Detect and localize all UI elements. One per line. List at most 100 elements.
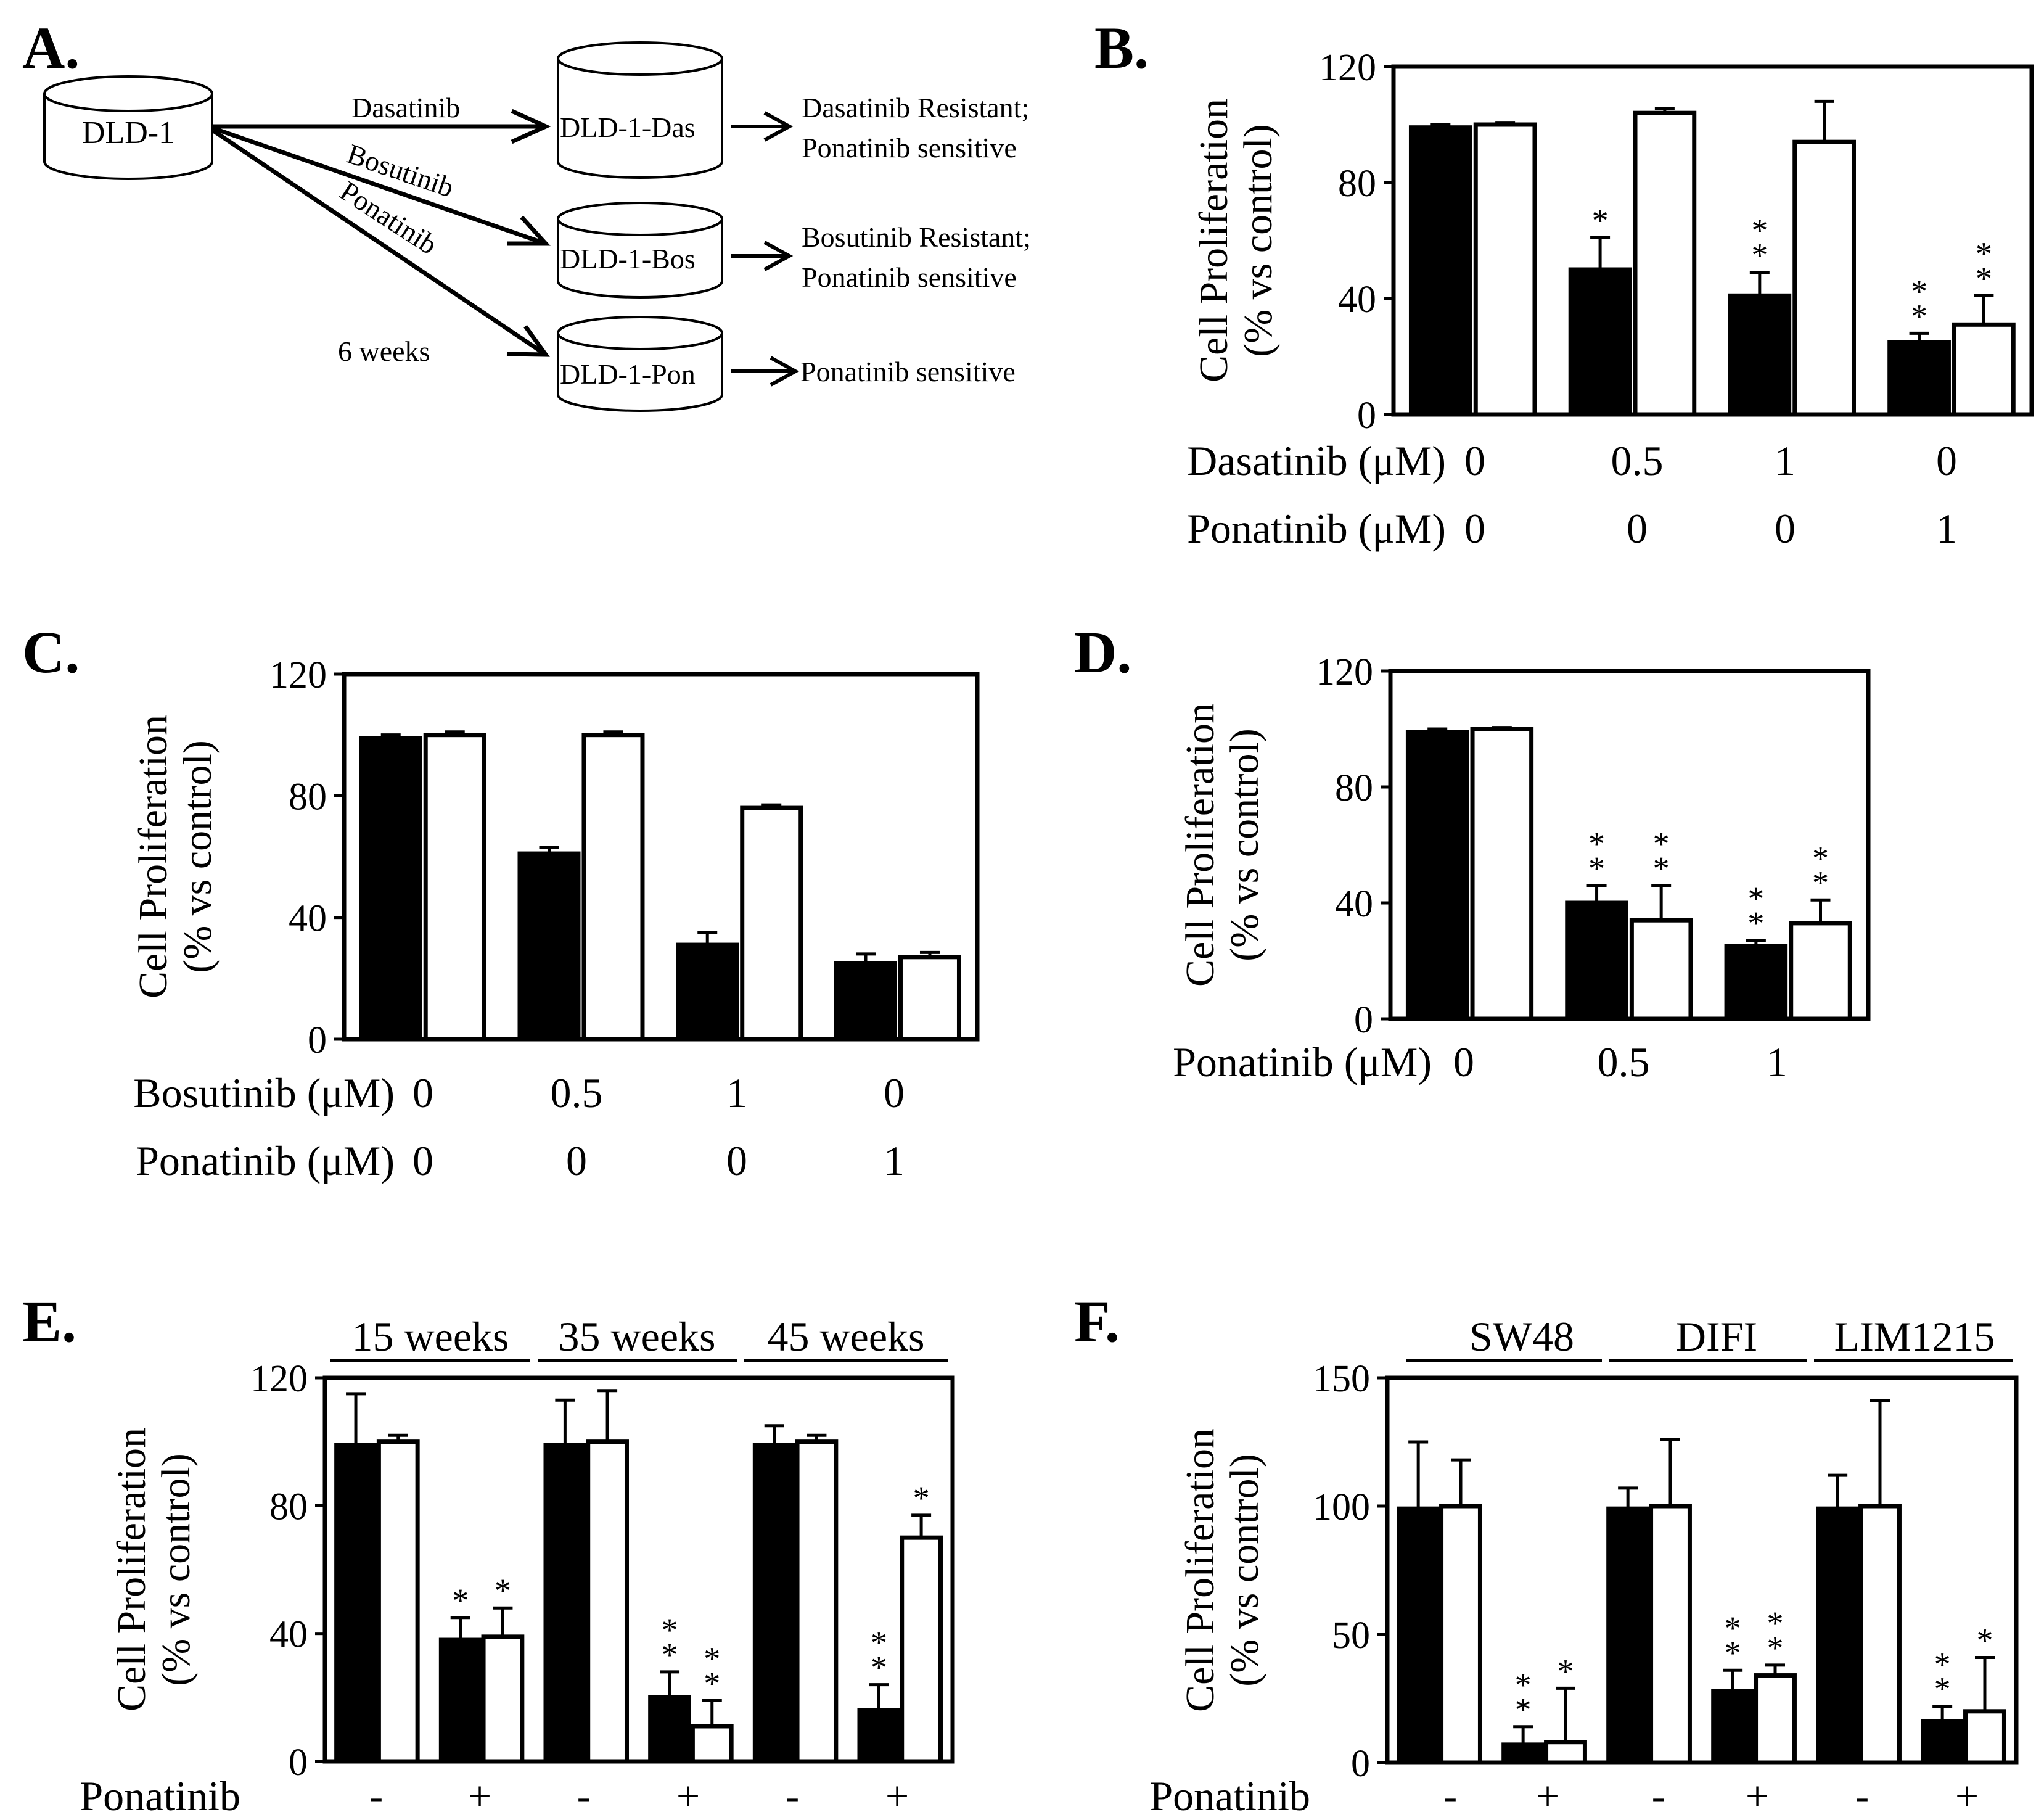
condition-value: + [468, 1773, 491, 1819]
y-axis-title-line1: Cell Proliferation [1178, 1428, 1223, 1712]
significance-star: * [913, 1480, 930, 1517]
condition-value: 1 [726, 1069, 747, 1116]
plot-frame [322, 1375, 955, 1764]
pon-cylinder-body [557, 333, 723, 412]
group-header: 45 weeks [768, 1313, 925, 1360]
condition-value: 1 [884, 1137, 905, 1184]
chart-f: F. 0 50 100 150 Cell Proliferation (% vs contr… [1074, 1288, 2019, 1819]
bar-black [1606, 1506, 1650, 1765]
bar-black [752, 1443, 796, 1764]
das-cylinder-top [557, 41, 723, 76]
y-axis-title-line2: (% vs control) [175, 740, 220, 973]
bar-white [740, 805, 803, 1042]
significance-star: * [1911, 297, 1927, 334]
bar-black [359, 736, 422, 1042]
y-tick-label: 80 [289, 776, 327, 818]
bar-black [1816, 1506, 1860, 1765]
bar-black [334, 1443, 377, 1764]
duration-label: 6 weeks [338, 336, 430, 367]
bar-black [1565, 900, 1628, 1021]
das-outcome-line2: Ponatinib sensitive [802, 132, 1017, 163]
y-tick-label: 0 [1357, 395, 1376, 437]
condition-row-label: Dasatinib (μM) [1187, 437, 1446, 484]
pon-outcome-line1: Ponatinib sensitive [800, 356, 1016, 387]
panel-a-letter: A. [22, 15, 80, 81]
bar-white [1789, 921, 1852, 1021]
condition-row-label: Ponatinib [1149, 1773, 1310, 1819]
bos-cylinder-top [557, 202, 723, 236]
bar-black [1405, 730, 1469, 1021]
bar-white [795, 1439, 839, 1764]
pon-cylinder-top [557, 316, 723, 350]
y-tick-label: 0 [289, 1742, 308, 1784]
condition-value: 0 [1464, 437, 1485, 484]
bar-white [1439, 1504, 1482, 1765]
significance-star: * [1977, 1621, 1993, 1658]
plot-frame [1385, 1375, 2019, 1765]
y-tick-label: 40 [269, 1614, 308, 1656]
significance-star: * [1767, 1629, 1784, 1666]
bar-black [834, 961, 897, 1042]
das-cell-cylinder: DLD-1-Das [557, 41, 723, 179]
condition-value: 0.5 [551, 1069, 603, 1116]
significance-star: * [1725, 1634, 1741, 1671]
significance-star: * [1747, 905, 1764, 942]
significance-star: * [871, 1624, 887, 1661]
group-header: DIFI [1676, 1313, 1757, 1360]
pon-cell-cylinder: DLD-1-Pon [557, 316, 723, 412]
y-tick-label: 40 [1335, 883, 1373, 925]
source-cell-label: DLD-1 [82, 115, 174, 150]
bos-outcome-line1: Bosutinib Resistant; [802, 221, 1031, 253]
bos-cell-cylinder: DLD-1-Bos [557, 202, 723, 299]
y-tick-label: 80 [269, 1486, 308, 1528]
group-header: LIM1215 [1834, 1313, 1995, 1360]
significance-star: * [1653, 825, 1670, 862]
y-axis-title-line2: (% vs control) [1222, 728, 1267, 961]
condition-value: 1 [1775, 437, 1796, 484]
y-tick-label: 120 [1319, 47, 1376, 89]
ponatinib-arrowhead [506, 324, 550, 357]
bar-black [1921, 1719, 1964, 1765]
bar-black [676, 942, 739, 1042]
condition-value: + [885, 1773, 909, 1819]
y-axis-title-line1: Cell Proliferation [109, 1428, 154, 1711]
significance-star: * [452, 1582, 469, 1619]
y-tick-label: 50 [1332, 1615, 1370, 1657]
y-axis-title-line2: (% vs control) [1236, 124, 1281, 357]
condition-row-label: Ponatinib (μM) [1173, 1039, 1432, 1085]
significance-star: * [1767, 1605, 1784, 1642]
condition-value: 0 [566, 1137, 587, 1184]
significance-star: * [704, 1665, 720, 1702]
significance-star: * [1934, 1645, 1951, 1682]
y-tick-label: 0 [308, 1019, 327, 1061]
significance-star: * [1812, 864, 1829, 901]
bar-black [857, 1708, 901, 1764]
das-outcome-line1: Dasatinib Resistant; [802, 92, 1029, 123]
outcome-arrows [731, 111, 800, 387]
bar-white [1792, 139, 1856, 417]
bar-white [1754, 1673, 1797, 1765]
significance-star: * [1751, 212, 1768, 249]
bar-white [481, 1634, 525, 1764]
significance-star: * [1976, 235, 1992, 272]
chart-e: E. 0 40 80 120 Cell Proliferation (% vs contro… [22, 1288, 955, 1819]
das-cylinder-body [557, 59, 723, 179]
source-cell-cylinder: DLD-1 [43, 75, 213, 180]
significance-star: * [1725, 1610, 1741, 1647]
condition-value: 1 [1767, 1039, 1787, 1085]
treatment-label-dasatinib: Dasatinib [351, 92, 460, 123]
panel-letter: C. [22, 619, 80, 685]
panel-letter: B. [1094, 15, 1149, 81]
panel-letter: D. [1074, 619, 1131, 685]
significance-star: * [1515, 1666, 1532, 1703]
bar-white [423, 733, 486, 1042]
condition-value: 0 [1936, 437, 1957, 484]
bar-white [1963, 1709, 2006, 1765]
ponatinib-arrow-line [212, 129, 547, 356]
bar-white [376, 1439, 420, 1764]
y-tick-label: 80 [1338, 163, 1376, 205]
significance-star: * [662, 1612, 678, 1649]
y-tick-label: 40 [1338, 279, 1376, 321]
y-tick-label: 100 [1313, 1486, 1370, 1528]
condition-value: - [1855, 1773, 1870, 1819]
